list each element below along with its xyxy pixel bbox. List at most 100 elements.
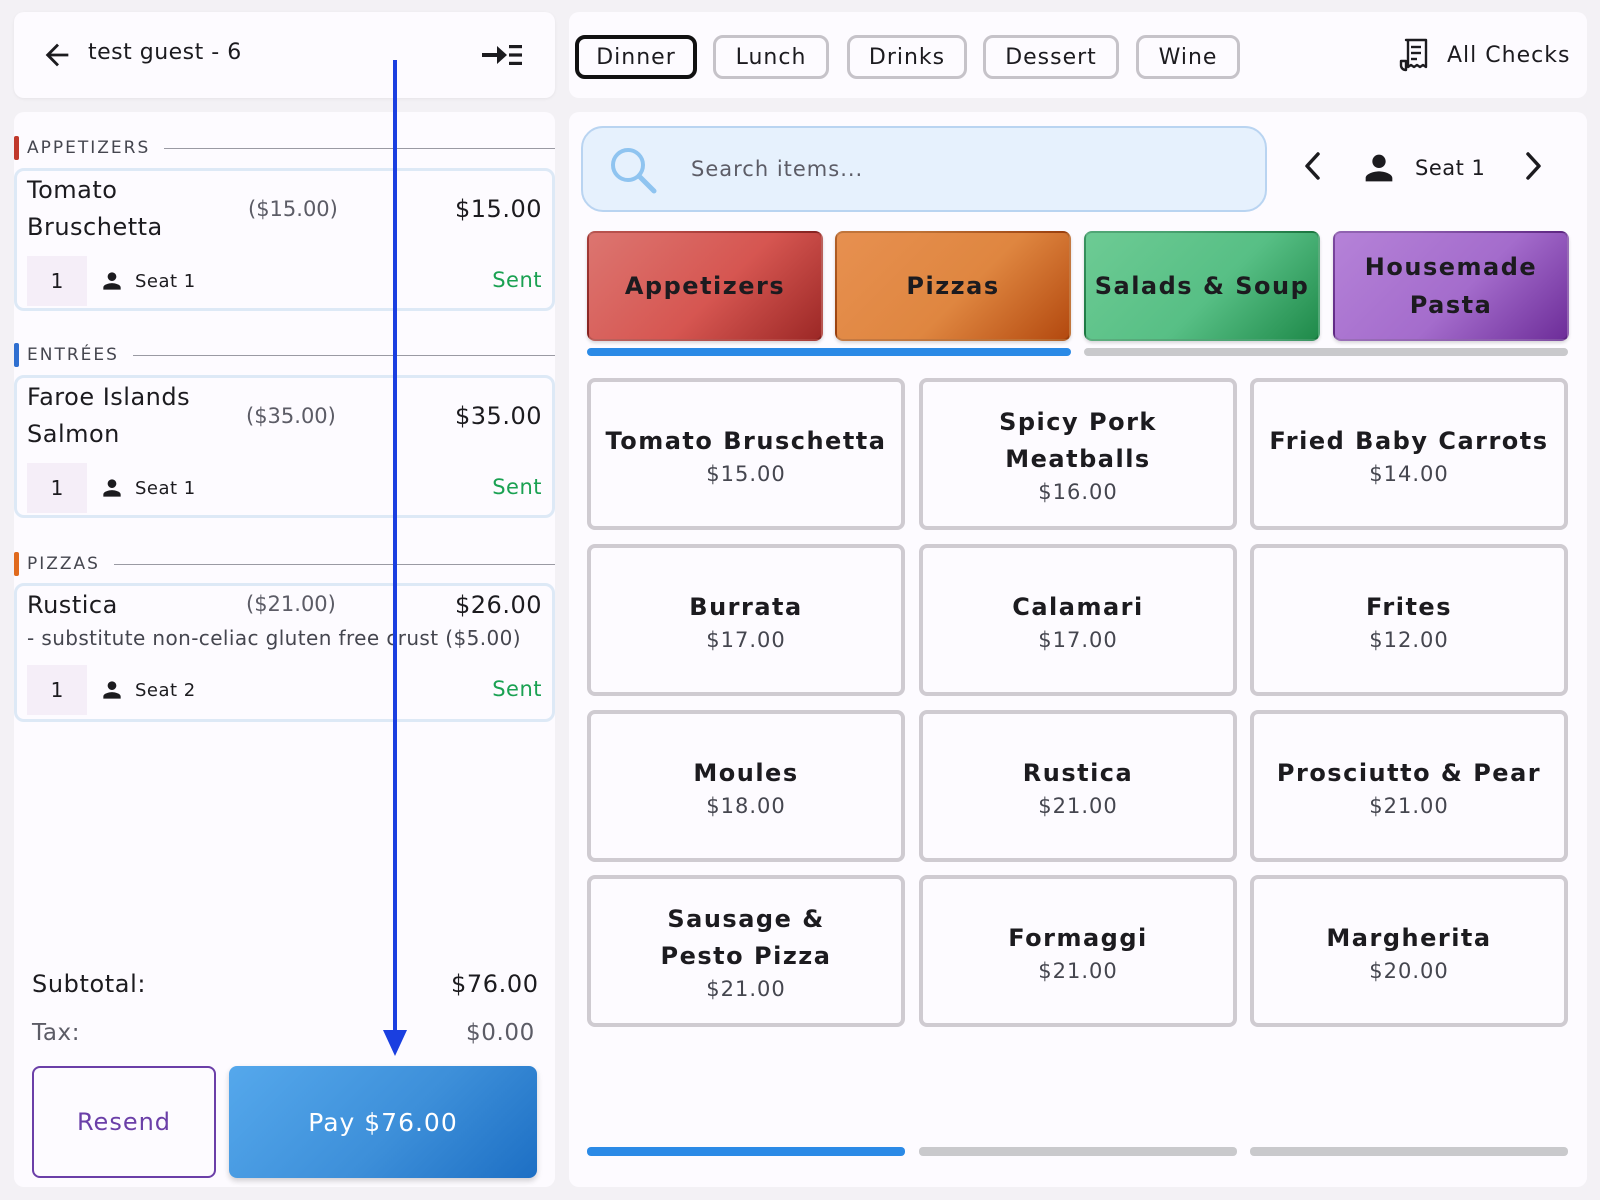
menu-tab-dinner[interactable]: Dinner [575,35,697,79]
item-unit-price: ($15.00) [248,197,338,221]
menu-item-price: $20.00 [1369,958,1449,983]
order-item-card[interactable]: Tomato Bruschetta ($15.00) $15.00 1 Seat… [14,168,555,311]
menu-item-name: Sausage & Pesto Pizza [660,905,832,970]
category-appetizers[interactable]: Appetizers [587,231,823,341]
seat-label: Seat 1 [135,477,196,499]
order-panel: APPETIZERS Tomato Bruschetta ($15.00) $1… [14,112,555,1187]
collapse-panel-icon[interactable] [480,38,524,72]
sent-status: Sent [492,268,542,292]
menu-tab-dessert[interactable]: Dessert [983,35,1119,79]
menu-item-name: Spicy Pork Meatballs [999,408,1157,473]
item-total: $35.00 [455,402,542,430]
seat-tag: Seat 2 [99,677,196,703]
menu-item-tile[interactable]: Rustica $21.00 [919,710,1237,862]
previous-seat-chevron-icon[interactable] [1299,150,1327,182]
menu-item-tile[interactable]: Burrata $17.00 [587,544,905,696]
menu-item-name: Calamari [1012,592,1144,621]
menu-item-tile[interactable]: Frites $12.00 [1250,544,1568,696]
check-header: test guest - 6 [14,12,555,98]
search-input[interactable] [691,150,1231,188]
pay-button[interactable]: Pay $76.00 [229,1066,537,1178]
page-indicator-active[interactable] [587,1147,905,1156]
category-housemade-pasta[interactable]: Housemade Pasta [1333,231,1569,341]
menu-item-price: $15.00 [706,461,786,486]
menu-item-name: Prosciutto & Pear [1276,758,1542,787]
search-icon [611,148,657,194]
page-indicator[interactable] [919,1147,1237,1156]
menu-item-price: $17.00 [706,627,786,652]
next-seat-chevron-icon[interactable] [1519,150,1547,182]
menu-item-tile[interactable]: Formaggi $21.00 [919,875,1237,1027]
person-icon [103,681,121,699]
item-modifier: - substitute non-celiac gluten free crus… [27,626,521,650]
item-name: Tomato Bruschetta [27,176,163,241]
menu-item-name: Burrata [689,592,803,621]
section-divider [113,563,555,565]
category-scroll-indicator [1084,348,1568,356]
menu-tab-drinks[interactable]: Drinks [847,35,967,79]
menu-item-price: $18.00 [706,793,786,818]
menu-item-price: $16.00 [1038,480,1118,504]
subtotal-value: $76.00 [451,970,539,998]
person-icon [1365,154,1393,182]
section-header-entrees: ENTRÉES [14,343,555,367]
section-divider [164,147,555,149]
menu-item-tile[interactable]: Fried Baby Carrots $14.00 [1250,378,1568,530]
section-header-pizzas: PIZZAS [14,552,555,576]
search-box[interactable] [581,126,1267,212]
menu-item-tile[interactable]: Sausage & Pesto Pizza $21.00 [587,875,905,1027]
menu-item-price: $14.00 [1369,461,1449,486]
item-name: Faroe Islands Salmon [27,383,191,448]
all-checks-button[interactable]: All Checks [1399,37,1570,73]
resend-button[interactable]: Resend [32,1066,216,1178]
menu-item-price: $21.00 [706,977,786,1001]
menu-tab-wine[interactable]: Wine [1136,35,1240,79]
menu-item-name: Moules [693,758,799,787]
menu-item-tile[interactable]: Spicy Pork Meatballs $16.00 [919,378,1237,530]
quantity-box[interactable]: 1 [27,665,87,715]
category-pizzas[interactable]: Pizzas [835,231,1071,341]
menu-item-name: Fried Baby Carrots [1269,426,1549,455]
section-color-bar [14,552,19,576]
menu-item-tile[interactable]: Margherita $20.00 [1250,875,1568,1027]
section-color-bar [14,343,19,367]
item-unit-price: ($35.00) [246,404,336,428]
section-divider [132,354,555,356]
page-indicator[interactable] [1250,1147,1568,1156]
order-item-card[interactable]: Rustica ($21.00) $26.00 - substitute non… [14,583,555,722]
quantity-box[interactable]: 1 [27,463,87,513]
section-label: APPETIZERS [27,138,151,158]
menu-item-tile[interactable]: Moules $18.00 [587,710,905,862]
menu-item-name: Margherita [1326,923,1492,952]
order-item-card[interactable]: Faroe Islands Salmon ($35.00) $35.00 1 S… [14,375,555,518]
menu-item-name: Tomato Bruschetta [605,426,887,455]
quantity-box[interactable]: 1 [27,256,87,306]
subtotal-label: Subtotal: [32,970,147,998]
seat-label: Seat 1 [135,270,196,292]
item-name: Rustica [27,591,118,619]
back-arrow-icon[interactable] [40,38,74,72]
tax-value: $0.00 [466,1020,535,1046]
item-total: $15.00 [455,195,542,223]
menu-item-name: Rustica [1022,758,1134,787]
menu-item-name: Frites [1366,592,1452,621]
person-icon [103,479,121,497]
category-scroll-indicator-active [587,348,1071,356]
sent-status: Sent [492,475,542,499]
receipt-icon [1399,38,1428,72]
menu-item-tile[interactable]: Prosciutto & Pear $21.00 [1250,710,1568,862]
menu-tab-lunch[interactable]: Lunch [713,35,829,79]
menu-item-price: $21.00 [1038,793,1118,818]
person-icon [103,272,121,290]
section-color-bar [14,136,19,160]
menu-panel: Seat 1 Appetizers Pizzas Salads & Soup H… [569,112,1587,1187]
seat-tag: Seat 1 [99,475,196,501]
menu-item-tile[interactable]: Tomato Bruschetta $15.00 [587,378,905,530]
seat-selector[interactable]: Seat 1 [1359,148,1485,188]
menu-header: Dinner Lunch Drinks Dessert Wine All Che… [569,12,1587,98]
item-total: $26.00 [455,591,542,619]
menu-item-price: $12.00 [1369,627,1449,652]
menu-item-price: $21.00 [1369,793,1449,818]
menu-item-tile[interactable]: Calamari $17.00 [919,544,1237,696]
category-salads-soup[interactable]: Salads & Soup [1084,231,1320,341]
